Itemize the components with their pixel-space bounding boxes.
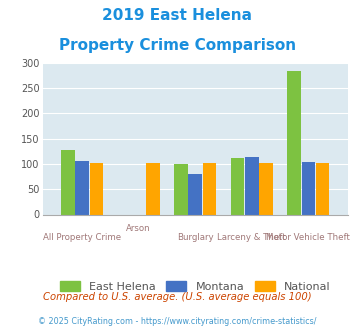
Text: All Property Crime: All Property Crime — [43, 233, 121, 242]
Text: Burglary: Burglary — [177, 233, 214, 242]
Bar — [174, 164, 188, 214]
Text: Larceny & Theft: Larceny & Theft — [218, 233, 286, 242]
Bar — [231, 158, 245, 214]
Text: Motor Vehicle Theft: Motor Vehicle Theft — [266, 233, 350, 242]
Bar — [61, 150, 75, 214]
Text: Property Crime Comparison: Property Crime Comparison — [59, 38, 296, 53]
Legend: East Helena, Montana, National: East Helena, Montana, National — [56, 278, 334, 295]
Text: © 2025 CityRating.com - https://www.cityrating.com/crime-statistics/: © 2025 CityRating.com - https://www.city… — [38, 317, 317, 326]
Text: 2019 East Helena: 2019 East Helena — [103, 8, 252, 23]
Bar — [146, 163, 160, 215]
Bar — [288, 71, 301, 215]
Text: Compared to U.S. average. (U.S. average equals 100): Compared to U.S. average. (U.S. average … — [43, 292, 312, 302]
Bar — [316, 163, 329, 215]
Bar — [189, 174, 202, 214]
Bar — [245, 157, 258, 214]
Bar — [301, 162, 315, 214]
Bar — [75, 161, 89, 214]
Bar — [203, 163, 216, 215]
Bar — [259, 163, 273, 215]
Text: Arson: Arson — [126, 224, 151, 233]
Bar — [89, 163, 103, 215]
